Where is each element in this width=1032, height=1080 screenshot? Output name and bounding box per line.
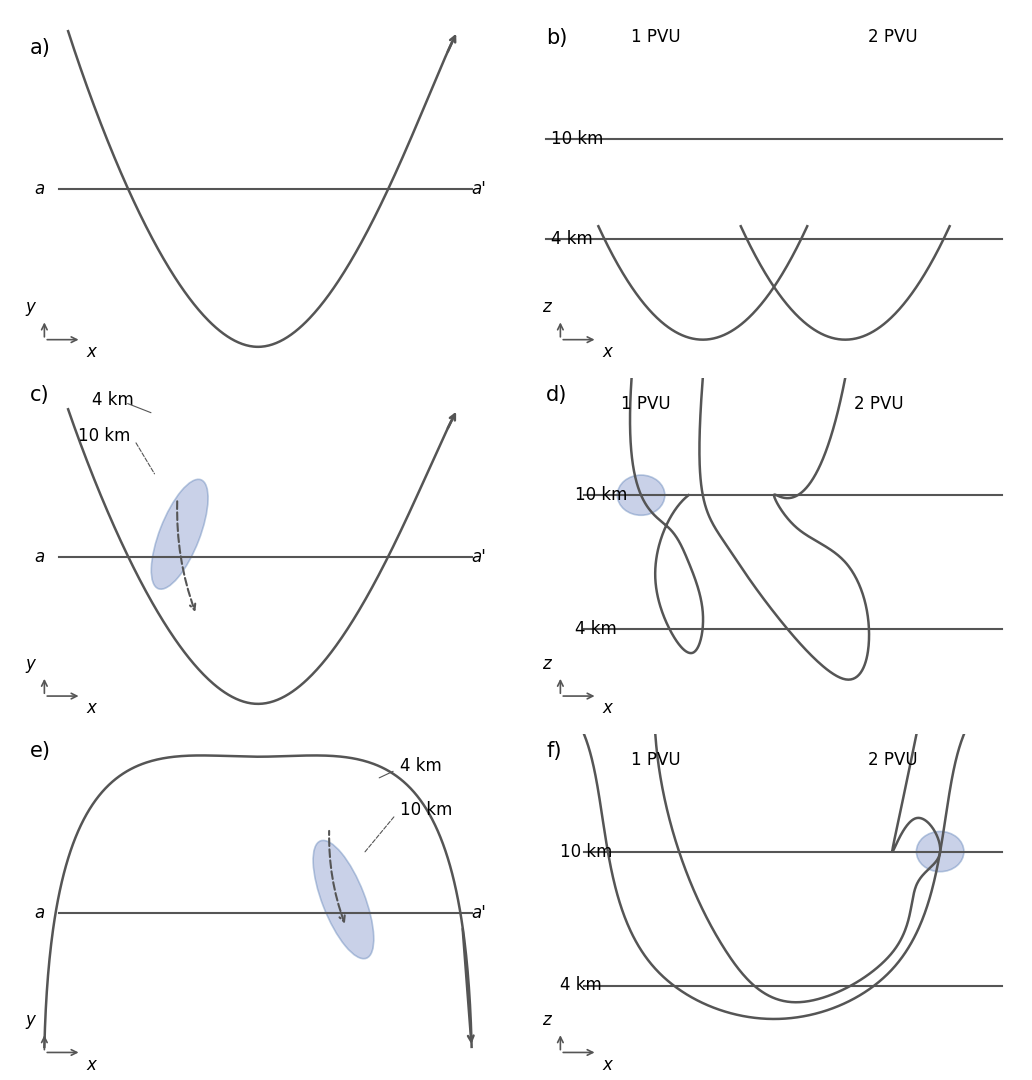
Text: a: a xyxy=(34,904,44,922)
Text: 10 km: 10 km xyxy=(560,842,613,861)
Text: 1 PVU: 1 PVU xyxy=(621,394,671,413)
Text: a': a' xyxy=(472,904,486,922)
Text: a: a xyxy=(34,180,44,198)
Text: 10 km: 10 km xyxy=(77,427,130,445)
Text: 2 PVU: 2 PVU xyxy=(853,394,903,413)
Text: b): b) xyxy=(546,28,568,49)
Text: a': a' xyxy=(472,180,486,198)
Text: a: a xyxy=(34,548,44,566)
Text: z: z xyxy=(542,654,551,673)
Text: 2 PVU: 2 PVU xyxy=(868,28,917,46)
Text: e): e) xyxy=(30,741,52,761)
Text: y: y xyxy=(25,654,35,673)
Ellipse shape xyxy=(152,480,208,590)
Text: 10 km: 10 km xyxy=(400,801,453,820)
Text: 2 PVU: 2 PVU xyxy=(868,752,917,769)
Text: 1 PVU: 1 PVU xyxy=(631,752,680,769)
Text: 4 km: 4 km xyxy=(560,976,602,995)
Text: x: x xyxy=(602,700,612,717)
Ellipse shape xyxy=(617,475,665,515)
Text: y: y xyxy=(25,1011,35,1029)
Text: f): f) xyxy=(546,741,561,761)
Text: x: x xyxy=(86,700,96,717)
Text: y: y xyxy=(25,298,35,316)
Ellipse shape xyxy=(916,832,964,872)
Text: 4 km: 4 km xyxy=(575,620,616,638)
Text: d): d) xyxy=(546,384,568,405)
Text: x: x xyxy=(86,1056,96,1074)
Text: 4 km: 4 km xyxy=(551,230,592,248)
Text: 4 km: 4 km xyxy=(92,391,133,409)
Text: x: x xyxy=(602,1056,612,1074)
Text: x: x xyxy=(602,343,612,361)
Text: 1 PVU: 1 PVU xyxy=(631,28,680,46)
Text: 4 km: 4 km xyxy=(400,757,442,774)
Text: a': a' xyxy=(472,548,486,566)
Text: z: z xyxy=(542,298,551,316)
Text: c): c) xyxy=(30,384,50,405)
Text: z: z xyxy=(542,1011,551,1029)
Text: 10 km: 10 km xyxy=(575,486,627,504)
Text: a): a) xyxy=(30,38,51,58)
Text: x: x xyxy=(86,343,96,361)
Ellipse shape xyxy=(313,840,374,959)
Text: 10 km: 10 km xyxy=(551,130,604,148)
